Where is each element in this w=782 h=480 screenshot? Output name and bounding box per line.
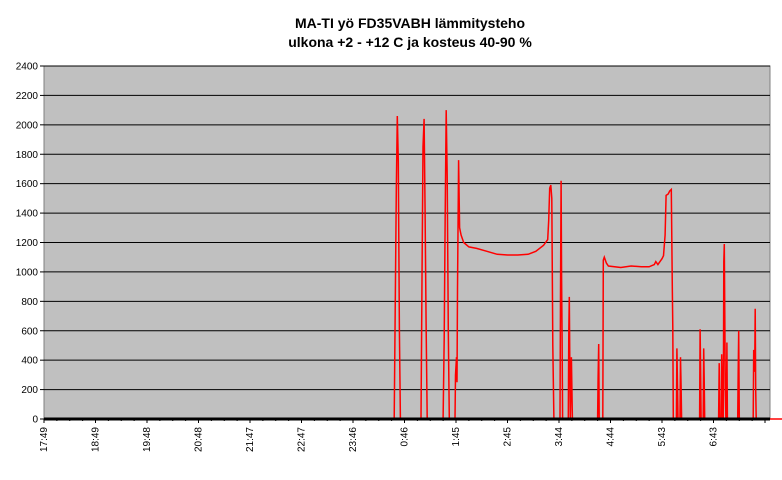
x-tick-label: 21:47 <box>245 427 256 452</box>
x-tick-label: 4:44 <box>606 427 617 447</box>
chart-subtitle: ulkona +2 - +12 C ja kosteus 40-90 % <box>288 34 532 50</box>
y-tick-label: 1200 <box>16 238 39 249</box>
y-tick-label: 800 <box>21 297 38 308</box>
x-tick-label: 1:45 <box>451 427 462 447</box>
x-axis-ticks: 17:49 18:49 19:48 20:48 21:47 22:47 23:46 0:46 1… <box>39 419 766 452</box>
x-tick-label: 20:48 <box>194 427 205 452</box>
x-tick-label: 22:47 <box>297 427 308 452</box>
y-tick-label: 600 <box>21 326 38 337</box>
x-tick-label: 0:46 <box>400 427 411 447</box>
y-tick-label: 2200 <box>16 91 39 102</box>
x-tick-label: 18:49 <box>91 427 102 452</box>
y-tick-label: 2000 <box>16 120 39 131</box>
y-tick-label: 1800 <box>16 150 39 161</box>
y-tick-label: 400 <box>21 356 38 367</box>
chart-title: MA-TI yö FD35VABH lämmitysteho ulkona +2… <box>160 14 660 52</box>
y-tick-label: 1400 <box>16 209 39 220</box>
chart-title-line1: MA-TI yö FD35VABH lämmitysteho <box>295 15 525 31</box>
y-tick-label: 1000 <box>16 267 39 278</box>
x-tick-label: 17:49 <box>39 427 50 452</box>
x-tick-label: 6:43 <box>709 427 720 447</box>
y-tick-label: 2400 <box>16 62 39 73</box>
y-tick-label: 200 <box>21 385 38 396</box>
y-tick-label: 0 <box>32 415 38 426</box>
y-axis-ticks: 0 200 400 600 800 1000 1200 1400 1600 1800 2000 220… <box>16 62 44 426</box>
gridlines <box>44 65 770 391</box>
x-tick-label: 19:48 <box>142 427 153 452</box>
x-tick-label: 3:44 <box>554 427 565 447</box>
x-tick-label: 2:45 <box>503 427 514 447</box>
x-tick-label: 5:43 <box>657 427 668 447</box>
y-tick-label: 1600 <box>16 179 39 190</box>
x-tick-label: 23:46 <box>348 427 359 452</box>
